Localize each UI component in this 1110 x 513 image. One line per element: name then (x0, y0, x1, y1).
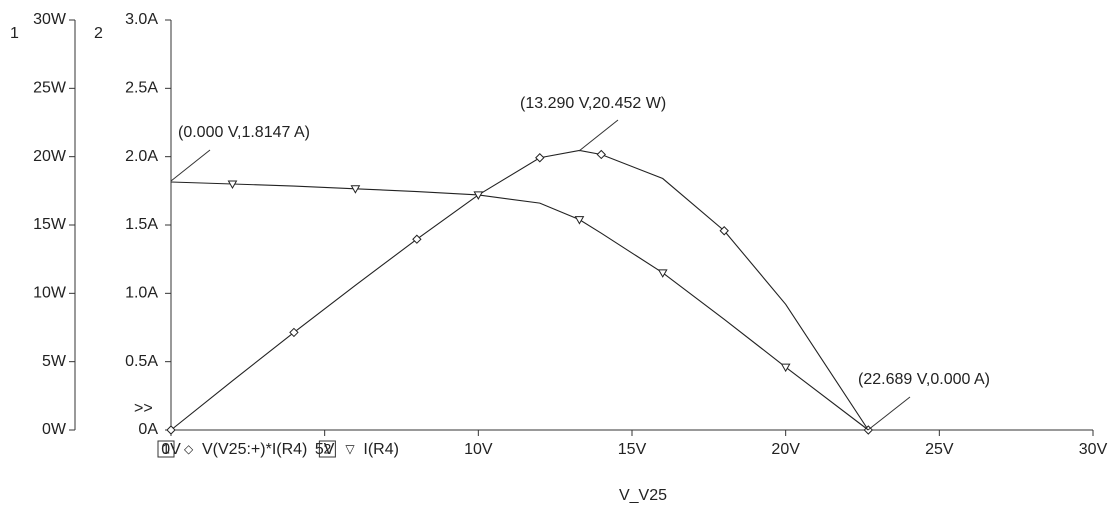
x-tick-label: 20V (771, 441, 800, 458)
point-marker (166, 425, 176, 435)
y-tick-label: 15W (33, 216, 67, 233)
point-marker (473, 191, 484, 200)
legend-symbol: ▽ (345, 442, 355, 456)
point-marker (574, 216, 585, 225)
legend-symbol: ◇ (184, 442, 194, 456)
x-tick-label: 15V (618, 441, 647, 458)
axis-number: 2 (94, 25, 103, 42)
point-marker (780, 363, 791, 373)
point-marker (719, 226, 729, 236)
legend-box (157, 440, 175, 458)
point-marker (350, 185, 361, 194)
y2-tick-label: 1.0A (125, 285, 158, 302)
legend-index: 1 (162, 441, 170, 457)
y-tick-label: 0W (42, 421, 67, 438)
y-tick-label: 30W (33, 11, 67, 28)
point-marker (412, 234, 422, 244)
annotation: (13.290 V,20.452 W) (520, 95, 666, 112)
annotation: (0.000 V,1.8147 A) (178, 124, 310, 141)
legend-index: 2 (323, 441, 331, 457)
y2-tick-label: 1.5A (125, 216, 158, 233)
cursor-marker: >> (134, 400, 153, 417)
legend-label: V(V25:+)*I(R4) (202, 441, 307, 458)
annotation: (22.689 V,0.000 A) (858, 371, 990, 388)
series-line (170, 149, 869, 431)
y2-tick-label: 2.5A (125, 80, 158, 97)
y-tick-label: 20W (33, 148, 67, 165)
y-tick-label: 10W (33, 285, 67, 302)
point-marker (289, 327, 299, 338)
annotation-leader (867, 396, 911, 431)
x-tick-label: 0V (161, 441, 181, 458)
x-tick-label: 10V (464, 441, 493, 458)
series-line (170, 181, 869, 431)
y2-tick-label: 0A (138, 421, 158, 438)
annotation-leader (170, 149, 211, 182)
y-tick-label: 5W (42, 353, 67, 370)
annotation-leader (578, 119, 619, 152)
legend-label: I(R4) (363, 441, 399, 458)
x-tick-label: 25V (925, 441, 954, 458)
x-axis-label: V_V25 (619, 487, 667, 504)
point-marker (596, 149, 606, 160)
y2-tick-label: 3.0A (125, 11, 158, 28)
y2-tick-label: 2.0A (125, 148, 158, 165)
legend-box (318, 440, 336, 458)
point-marker (535, 153, 545, 163)
point-marker (227, 180, 238, 190)
axis-number: 1 (10, 25, 19, 42)
y-tick-label: 25W (33, 80, 67, 97)
y2-tick-label: 0.5A (125, 353, 158, 370)
x-tick-label: 30V (1079, 441, 1108, 458)
point-marker (657, 269, 668, 278)
